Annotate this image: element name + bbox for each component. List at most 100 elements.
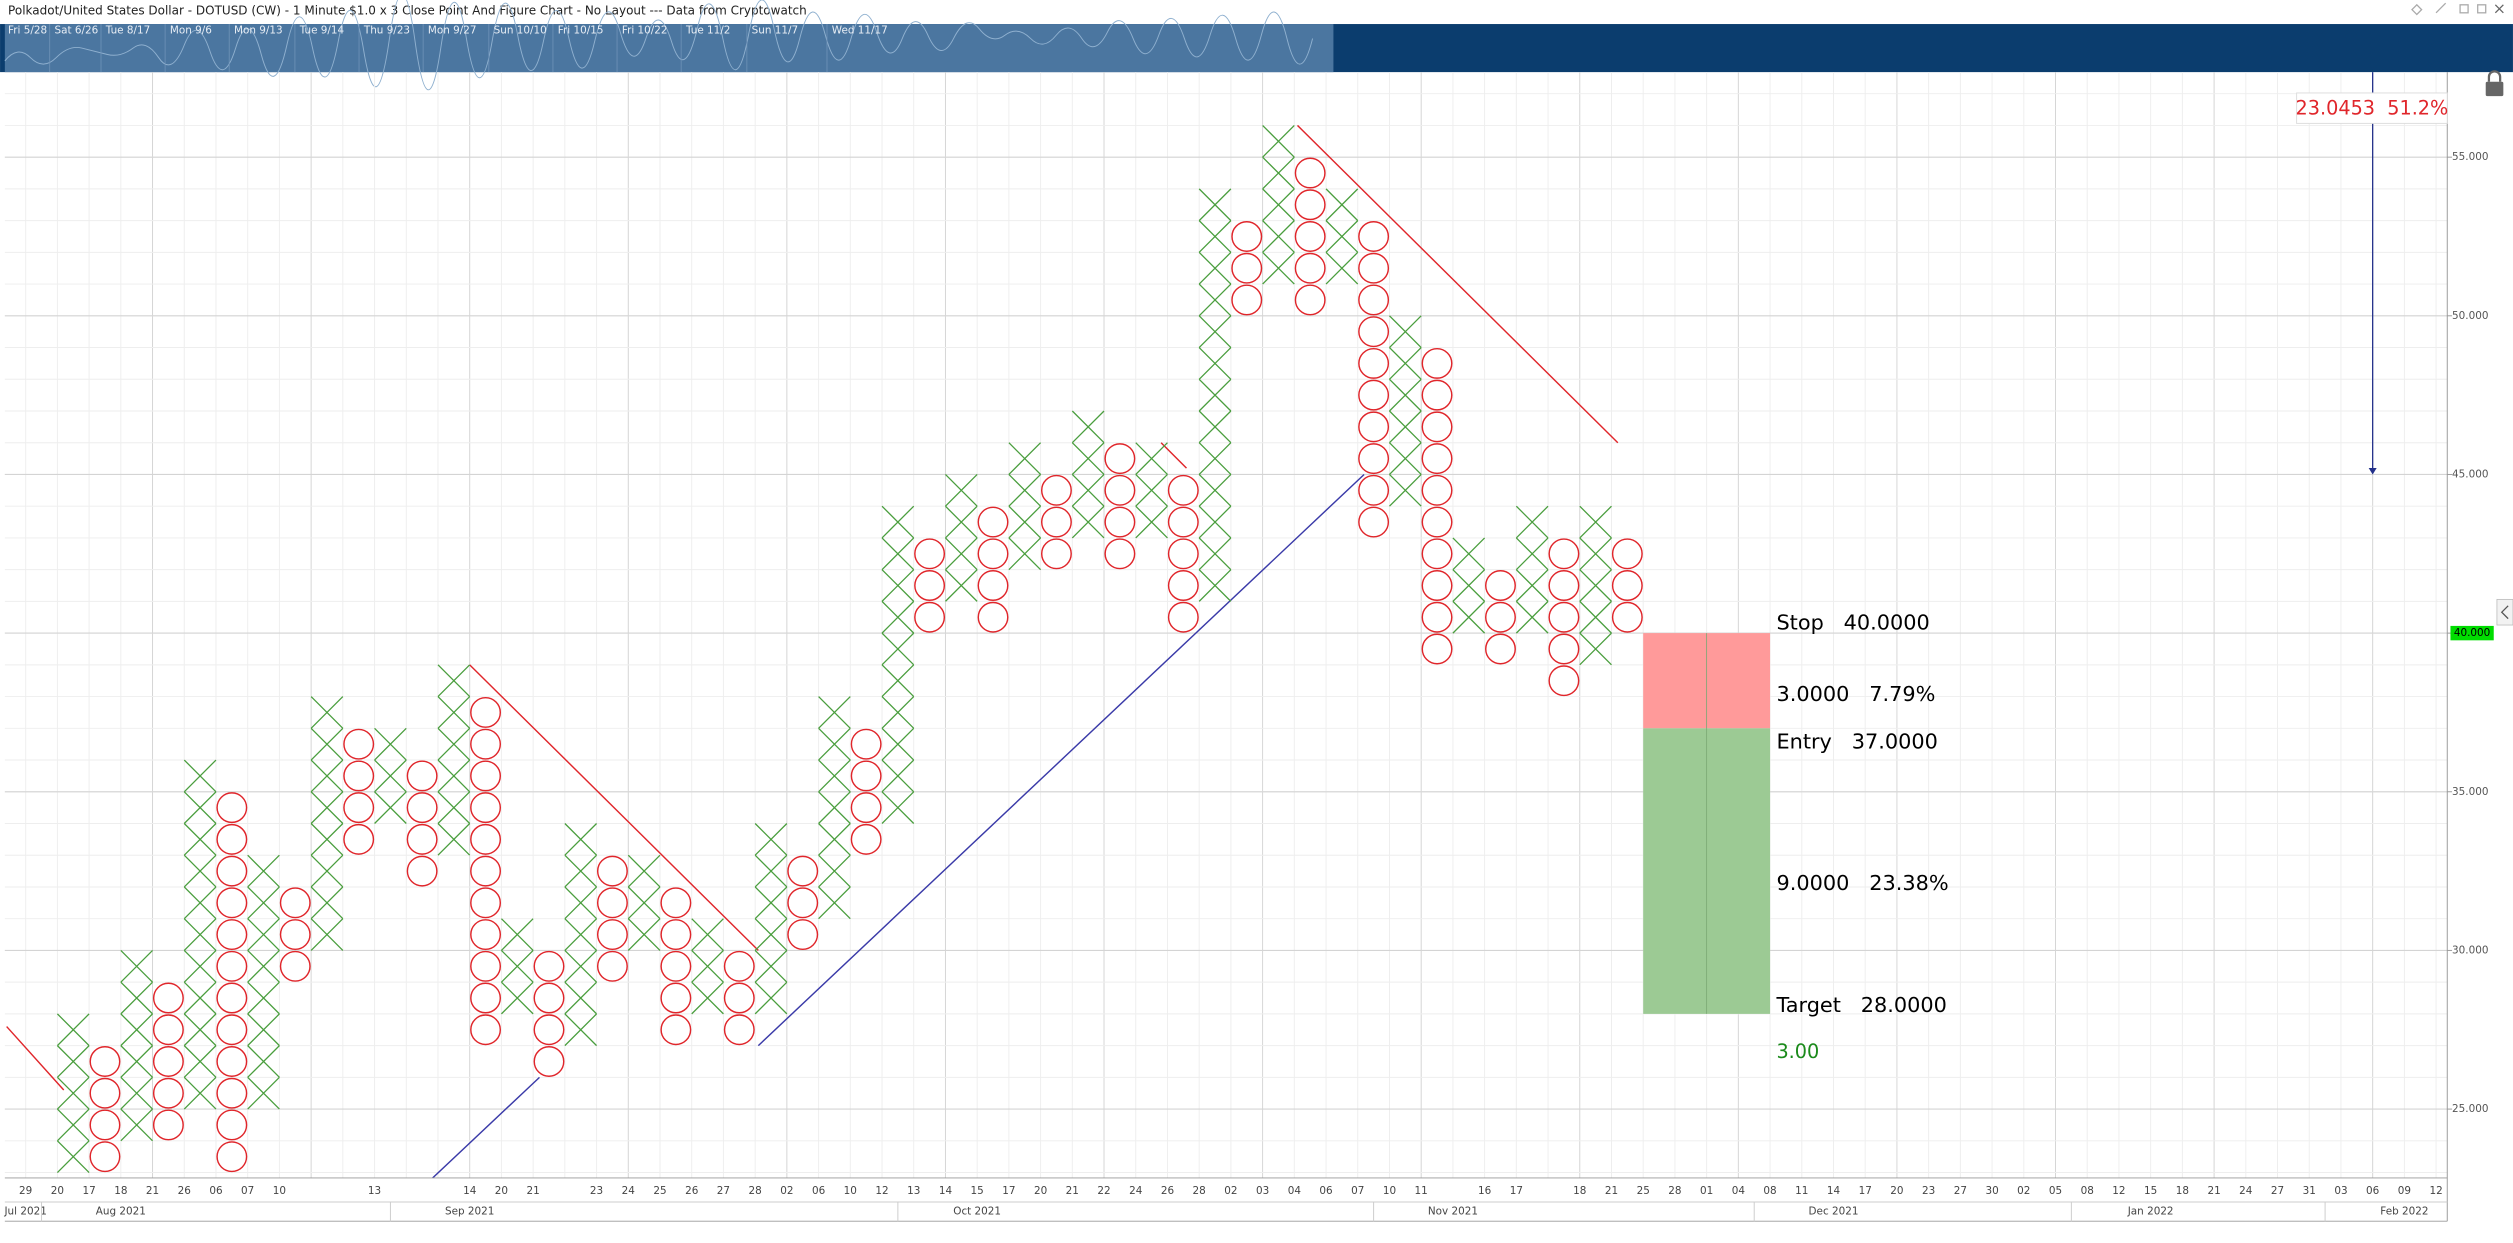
- x-tick-label: 21: [146, 1185, 159, 1197]
- o-box: [850, 792, 882, 824]
- x-tick-label: 09: [2398, 1185, 2411, 1197]
- o-box: [533, 950, 565, 982]
- x-tick-label: 26: [1161, 1185, 1174, 1197]
- x-tick-label: 07: [1351, 1185, 1364, 1197]
- o-box: [152, 1046, 184, 1077]
- o-column: [1294, 157, 1326, 316]
- o-column: [914, 538, 946, 633]
- o-box: [1294, 157, 1326, 189]
- x-box: [818, 696, 851, 729]
- tab-arrow[interactable]: [2500, 605, 2509, 620]
- x-box: [247, 1013, 280, 1047]
- o-box: [152, 1014, 184, 1046]
- x-box: [56, 1013, 90, 1047]
- navigator-label: Sun 10/10: [494, 24, 547, 36]
- navigator-label: Mon 9/27: [428, 24, 477, 36]
- o-box: [1294, 284, 1326, 316]
- y-tick-label: 25.000: [2452, 1103, 2488, 1115]
- o-box: [977, 570, 1009, 601]
- o-box: [1421, 379, 1453, 411]
- o-box: [1358, 316, 1390, 348]
- x-box: [183, 823, 217, 856]
- o-box: [1040, 506, 1072, 538]
- x-box: [1198, 188, 1232, 222]
- x-tick-label: 24: [622, 1185, 636, 1197]
- navigator-label: Mon 9/6: [170, 24, 212, 36]
- x-box: [437, 664, 471, 698]
- o-box: [1231, 252, 1263, 284]
- o-box: [1548, 601, 1580, 633]
- o-column: [1231, 221, 1263, 316]
- lock-icon[interactable]: [2485, 70, 2504, 97]
- o-box: [787, 855, 819, 887]
- o-box: [470, 1014, 502, 1046]
- o-box: [596, 855, 628, 887]
- x-tick-label: 26: [178, 1185, 191, 1197]
- x-box: [247, 981, 280, 1015]
- o-box: [470, 696, 502, 728]
- x-box: [881, 632, 915, 666]
- window-controls[interactable]: [2411, 2, 2504, 16]
- x-box: [1198, 569, 1232, 602]
- entry-label: Entry 37.0000: [1776, 730, 1937, 754]
- x-tick-label: 05: [2049, 1185, 2062, 1197]
- x-box: [944, 537, 978, 571]
- o-box: [1358, 347, 1390, 379]
- o-box: [1040, 538, 1072, 570]
- icon[interactable]: [2477, 4, 2487, 14]
- lock-body[interactable]: [2485, 81, 2504, 97]
- x-tick-label: 18: [114, 1185, 127, 1197]
- o-box: [533, 982, 565, 1014]
- icon[interactable]: [2411, 3, 2423, 16]
- o-box: [1167, 538, 1199, 570]
- x-tick-label: 27: [1954, 1185, 1967, 1197]
- o-box: [89, 1046, 121, 1077]
- x-box: [1515, 537, 1549, 571]
- o-box: [1421, 347, 1453, 379]
- tab[interactable]: [2496, 598, 2513, 626]
- x-tick-label: 12: [2429, 1185, 2442, 1197]
- navigator-label: Fri 10/22: [622, 24, 668, 36]
- o-box: [216, 1109, 248, 1141]
- x-box: [310, 791, 344, 824]
- risk-label: 3.0000 7.79%: [1776, 682, 1935, 706]
- x-box: [247, 949, 280, 983]
- x-box: [310, 918, 344, 951]
- o-box: [1231, 221, 1263, 252]
- ratio-label: 3.00: [1776, 1040, 1819, 1063]
- o-box: [1294, 252, 1326, 284]
- o-box: [660, 1014, 692, 1046]
- x-box: [183, 1045, 217, 1078]
- x-box: [500, 918, 534, 951]
- x-tick-label: 14: [939, 1185, 953, 1197]
- o-box: [1358, 411, 1390, 443]
- icon[interactable]: [2435, 2, 2447, 14]
- x-box: [754, 949, 788, 983]
- x-box: [183, 886, 217, 920]
- x-box: [1198, 505, 1232, 539]
- o-box: [216, 982, 248, 1014]
- x-tick-label: 20: [51, 1185, 64, 1197]
- x-tick-label: 10: [844, 1185, 857, 1197]
- lock-shackle[interactable]: [2487, 70, 2502, 82]
- x-tick-label: 13: [368, 1185, 381, 1197]
- x-tick-label: 21: [2207, 1185, 2220, 1197]
- month-label: Feb 2022: [2380, 1206, 2428, 1218]
- x-tick-label: 01: [1700, 1185, 1713, 1197]
- navigator-window[interactable]: [4, 24, 1334, 73]
- x-box: [1389, 347, 1422, 380]
- x-column: [374, 727, 407, 824]
- o-box: [660, 950, 692, 982]
- close-icon[interactable]: [2494, 4, 2504, 14]
- o-box: [533, 1014, 565, 1046]
- x-box: [944, 569, 978, 602]
- x-box: [1262, 124, 1295, 158]
- side-tab[interactable]: [2496, 598, 2513, 626]
- x-box: [1515, 505, 1549, 539]
- x-box: [247, 854, 280, 888]
- icon[interactable]: [2459, 4, 2469, 14]
- o-box: [216, 1141, 248, 1173]
- o-box: [1485, 570, 1516, 601]
- x-box: [881, 537, 915, 571]
